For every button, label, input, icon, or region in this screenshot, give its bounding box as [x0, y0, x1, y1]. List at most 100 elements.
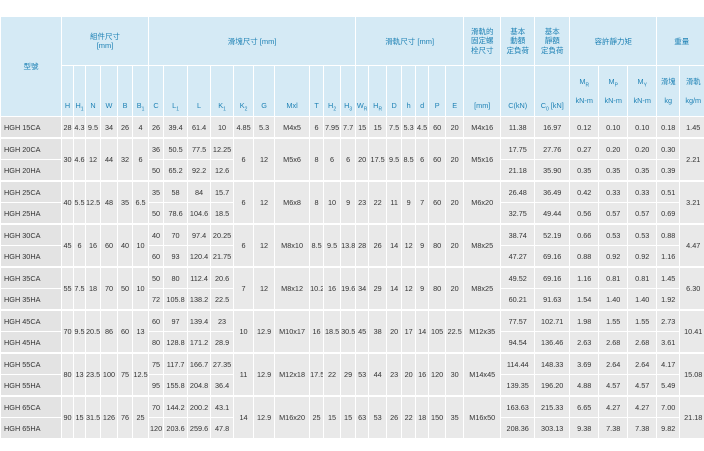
- cell-mp: 1.40: [598, 288, 629, 311]
- cell-c_kn: 77.57: [500, 309, 536, 332]
- cell-h: 80: [61, 352, 74, 397]
- col-header-weight-block: 滑塊 kg: [656, 65, 681, 117]
- cell-k2: 10: [233, 309, 255, 354]
- cell-b1: 6: [131, 137, 150, 182]
- cell-wb: 0.30: [656, 137, 681, 160]
- cell-mp: 0.81: [598, 266, 629, 289]
- cell-mr: 0.66: [569, 223, 600, 246]
- table-row: HGH 15CA 28 4.3 9.5 34 26 4 26 39.4 61.4 10 4.85 5.3…: [0, 116, 704, 139]
- cell-k2: 14: [233, 395, 255, 439]
- cell-h2: 7.95: [323, 116, 342, 139]
- model-cell: HGH 20CA: [0, 137, 62, 160]
- cell-h2: 15: [323, 395, 342, 439]
- cell-e: 20: [445, 137, 465, 182]
- col-header-e: E: [445, 65, 465, 117]
- cell-wb: 5.49: [656, 374, 681, 397]
- cell-my: 1.40: [627, 288, 658, 311]
- cell-h1: 5.5: [73, 180, 86, 225]
- cell-l1: 117.7: [163, 352, 189, 375]
- model-cell: HGH 55CA: [0, 352, 62, 375]
- rail-bolt-l1: 滑軌的: [470, 26, 494, 36]
- col-header-h3: H3: [340, 65, 357, 117]
- cell-wb: 1.16: [656, 245, 681, 268]
- cell-c: 80: [148, 331, 165, 354]
- cell-w: 100: [100, 352, 118, 397]
- cell-k2: 11: [233, 352, 255, 397]
- cell-d: 9: [415, 223, 430, 268]
- cell-l: 259.6: [187, 417, 212, 439]
- cell-d: 26: [386, 395, 403, 439]
- dynamic-l1: 基本: [510, 26, 526, 36]
- cell-n: 20.5: [85, 309, 101, 354]
- cell-h: 12: [401, 223, 417, 268]
- cell-mp: 1.55: [598, 309, 629, 332]
- table-row: HGH 45HA 80 128.8 171.2 28.9 94.54 136.46 2.63 2…: [0, 331, 704, 354]
- cell-n: 16: [85, 223, 101, 268]
- cell-b1: 6.5: [131, 180, 150, 225]
- cell-h1: 13: [73, 352, 86, 397]
- cell-w: 86: [100, 309, 118, 354]
- cell-bolt: M12x35: [463, 309, 502, 354]
- cell-k1: 10: [210, 116, 235, 139]
- table-row: HGH 35CA 55 7.5 18 70 50 10 50 80 112.4 20.6 7 12 M8x…: [0, 266, 704, 311]
- cell-rail-weight: 21.18: [679, 395, 704, 439]
- cell-b1: 10: [131, 223, 150, 268]
- cell-mxl: M10x17: [274, 309, 311, 354]
- cell-l: 77.5: [187, 137, 212, 160]
- cell-c0_kn: 69.16: [534, 245, 571, 268]
- cell-e: 20: [445, 180, 465, 225]
- col-header-t: T: [309, 65, 325, 117]
- col-header-h1: H1: [73, 65, 86, 117]
- cell-bolt: M8x25: [463, 266, 502, 311]
- cell-l1: 105.8: [163, 288, 189, 311]
- cell-h2: 18.5: [323, 309, 342, 354]
- cell-h3: 9: [340, 180, 357, 225]
- block-dim-header: 滑塊尺寸 [mm]: [148, 16, 357, 66]
- cell-c: 60: [148, 245, 165, 268]
- cell-l: 200.2: [187, 395, 212, 418]
- cell-k1: 21.75: [210, 245, 235, 268]
- cell-p: 60: [428, 116, 447, 139]
- rail-bolt-header: 滑軌的 固定螺 栓尺寸: [463, 16, 502, 66]
- cell-c: 75: [148, 352, 165, 375]
- cell-rail-weight: 15.08: [679, 352, 704, 397]
- cell-h1: 7.5: [73, 266, 86, 311]
- cell-my: 4.27: [627, 395, 658, 418]
- static-load-header: 基本 靜額 定負荷: [534, 16, 571, 66]
- cell-p: 120: [428, 352, 447, 397]
- col-header-b: B: [117, 65, 133, 117]
- col-header-d: D: [386, 65, 403, 117]
- cell-w: 126: [100, 395, 118, 439]
- cell-hr: 29: [368, 266, 388, 311]
- table-row: HGH 55CA 80 13 23.5 100 75 12.5 75 117.7 166.7 27.…: [0, 352, 704, 397]
- dynamic-load-header: 基本 動額 定負荷: [500, 16, 536, 66]
- model-cell: HGH 45CA: [0, 309, 62, 332]
- cell-my: 7.38: [627, 417, 658, 439]
- col-header-p: P: [428, 65, 447, 117]
- cell-d: 11: [386, 180, 403, 225]
- cell-k1: 22.5: [210, 288, 235, 311]
- cell-l: 120.4: [187, 245, 212, 268]
- cell-mr: 0.56: [569, 202, 600, 225]
- cell-b: 75: [117, 352, 133, 397]
- cell-h3: 30.5: [340, 309, 357, 354]
- cell-d: 7.5: [386, 116, 403, 139]
- cell-mp: 0.10: [598, 116, 629, 139]
- cell-my: 0.35: [627, 159, 658, 182]
- cell-hr: 15: [368, 116, 388, 139]
- model-cell: HGH 30CA: [0, 223, 62, 246]
- cell-c: 120: [148, 417, 165, 439]
- cell-my: 2.64: [627, 352, 658, 375]
- cell-my: 0.53: [627, 223, 658, 246]
- cell-h: 28: [61, 116, 74, 139]
- cell-w: 60: [100, 223, 118, 268]
- cell-h3: 7.7: [340, 116, 357, 139]
- cell-c0_kn: 91.63: [534, 288, 571, 311]
- cell-c: 36: [148, 137, 165, 160]
- cell-k2: 6: [233, 223, 255, 268]
- assembly-dim-label: 組件尺寸: [90, 31, 121, 41]
- table-row: HGH 55HA 95 155.8 204.8 36.4 139.35 196.20 4.88…: [0, 374, 704, 397]
- cell-g: 5.3: [253, 116, 276, 139]
- assembly-dim-header: 組件尺寸 [mm]: [60, 16, 150, 66]
- cell-l: 92.2: [187, 159, 212, 182]
